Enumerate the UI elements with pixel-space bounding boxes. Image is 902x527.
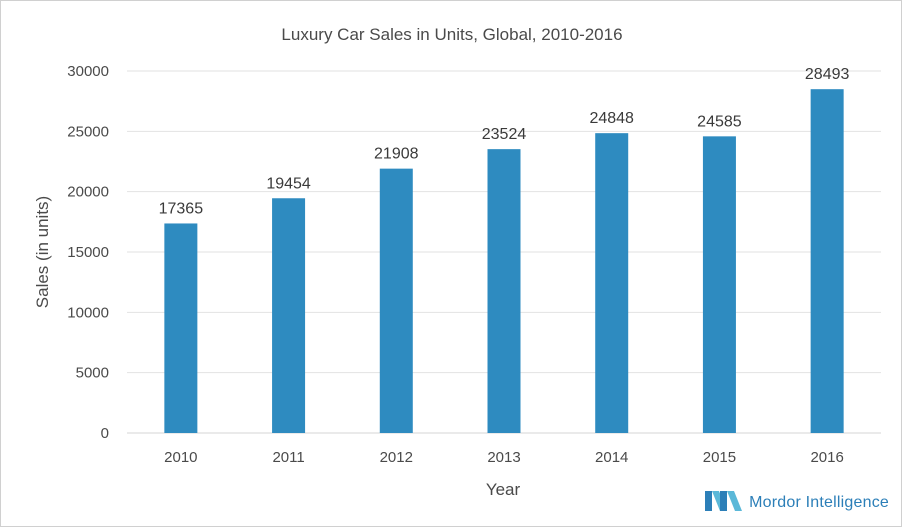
- data-label-2012: 21908: [374, 146, 419, 163]
- x-tick-label: 2014: [595, 449, 628, 466]
- y-tick-label: 0: [101, 425, 109, 442]
- x-tick-label: 2011: [272, 449, 304, 466]
- chart-title: Luxury Car Sales in Units, Global, 2010-…: [281, 25, 622, 44]
- x-tick-label: 2016: [810, 449, 843, 466]
- brand-watermark: Mordor Intelligence: [705, 489, 889, 516]
- bars: [164, 89, 844, 434]
- bar-2015: [702, 136, 736, 433]
- bar-2016: [810, 89, 844, 434]
- bar-2011: [272, 198, 306, 433]
- data-labels: 17365 19454 21908 23524 24848 24585 28493: [159, 66, 850, 217]
- y-tick-label: 25000: [67, 123, 109, 140]
- bar-2010: [164, 223, 198, 433]
- bar-2012: [379, 168, 413, 433]
- x-tick-label: 2010: [164, 449, 197, 466]
- y-axis-ticks: 0 5000 10000 15000 20000 25000 30000: [67, 63, 109, 442]
- x-tick-label: 2013: [487, 449, 520, 466]
- bar-2013: [487, 149, 521, 433]
- bar-2014: [595, 133, 629, 433]
- x-tick-label: 2015: [703, 449, 736, 466]
- y-tick-label: 30000: [67, 63, 109, 80]
- brand-name: Mordor Intelligence: [749, 493, 889, 511]
- y-axis-title: Sales (in units): [33, 196, 52, 308]
- data-label-2016: 28493: [805, 66, 850, 83]
- data-label-2011: 19454: [266, 175, 311, 192]
- data-label-2015: 24585: [697, 113, 742, 130]
- x-axis-ticks: 2010 2011 2012 2013 2014 2015 2016: [164, 449, 844, 466]
- data-label-2014: 24848: [589, 110, 634, 127]
- y-tick-label: 15000: [67, 244, 109, 261]
- x-axis-title: Year: [486, 480, 521, 499]
- y-tick-label: 10000: [67, 304, 109, 321]
- y-tick-label: 5000: [76, 365, 109, 382]
- data-label-2013: 23524: [482, 126, 527, 143]
- mordor-intelligence-logo-icon: [705, 489, 743, 516]
- data-label-2010: 17365: [159, 200, 204, 217]
- y-tick-label: 20000: [67, 184, 109, 201]
- x-tick-label: 2012: [380, 449, 413, 466]
